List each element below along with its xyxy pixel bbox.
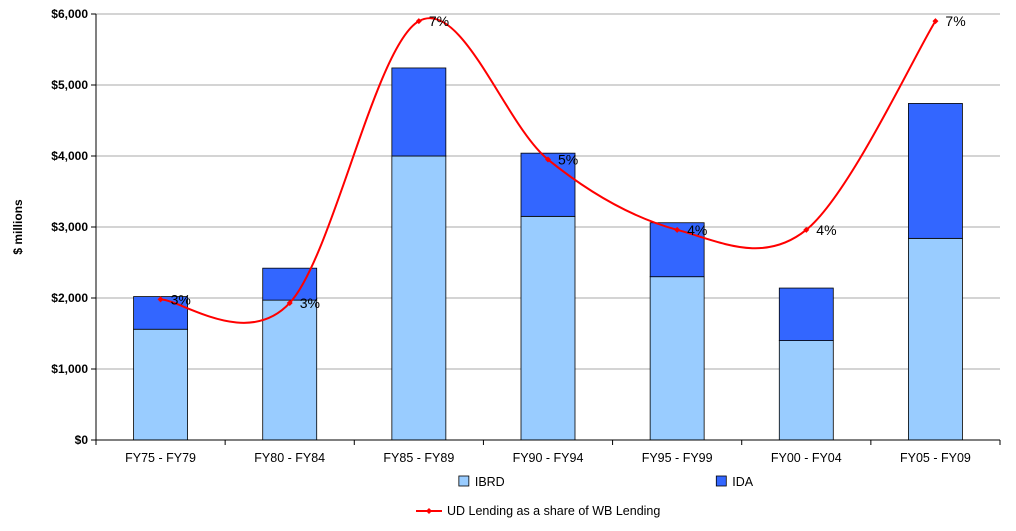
- x-tick-label: FY05 - FY09: [900, 451, 971, 465]
- legend-label-ida: IDA: [732, 475, 754, 489]
- bar-ida-5: [778, 287, 834, 341]
- share-data-label: 7%: [429, 13, 449, 29]
- share-data-label: 7%: [945, 13, 965, 29]
- share-data-label: 4%: [816, 222, 836, 238]
- bar-ibrd-5: [778, 340, 834, 441]
- x-tick-label: FY95 - FY99: [642, 451, 713, 465]
- x-tick-label: FY75 - FY79: [125, 451, 196, 465]
- y-tick-label: $3,000: [51, 220, 88, 234]
- y-tick-label: $0: [75, 433, 89, 447]
- share-line-marker: [286, 299, 293, 306]
- share-data-label: 3%: [171, 291, 191, 307]
- y-tick-label: $2,000: [51, 291, 88, 305]
- x-tick-label: FY85 - FY89: [383, 451, 454, 465]
- share-data-label: 5%: [558, 152, 578, 168]
- share-line-marker: [157, 296, 164, 303]
- legend: IBRD IDA UD Lending as a share of WB Lendi…: [416, 475, 754, 518]
- y-tick-label: $5,000: [51, 78, 88, 92]
- bar-ida-3: [520, 152, 576, 217]
- share-line-series: [157, 17, 939, 324]
- legend-line-marker: [426, 508, 432, 514]
- bar-ibrd-4: [649, 276, 705, 441]
- legend-swatch-ibrd: [458, 475, 470, 487]
- bar-ibrd-0: [133, 328, 188, 441]
- y-tick-label: $1,000: [51, 362, 88, 376]
- share-data-label: 3%: [300, 295, 320, 311]
- y-tick-label: $4,000: [51, 149, 88, 163]
- legend-label-share-line: UD Lending as a share of WB Lending: [447, 504, 660, 518]
- share-data-label: 4%: [687, 222, 707, 238]
- y-tick-label: $6,000: [51, 7, 88, 21]
- x-tick-label: FY00 - FY04: [771, 451, 842, 465]
- bar-ida-2: [391, 67, 447, 157]
- x-tick-label: FY80 - FY84: [254, 451, 325, 465]
- share-line-marker: [415, 18, 422, 25]
- legend-swatch-ida: [715, 475, 727, 487]
- data-labels: 3% 3% 7% 5% 4% 4% 7%: [171, 13, 966, 311]
- share-line-marker: [545, 156, 551, 163]
- bars: [133, 67, 963, 441]
- y-axis-label: $ millions: [11, 199, 25, 255]
- bar-ibrd-2: [391, 155, 447, 441]
- axes: $0 $1,000 $2,000 $3,000 $4,000 $5,000 $6,000 FY…: [11, 7, 1001, 465]
- bar-ida-6: [908, 103, 963, 239]
- x-tick-label: FY90 - FY94: [513, 451, 584, 465]
- bar-ibrd-6: [908, 237, 963, 441]
- bar-ibrd-3: [520, 215, 576, 441]
- share-line-marker: [803, 226, 810, 233]
- share-line-marker: [674, 226, 681, 233]
- share-line-marker: [932, 18, 939, 25]
- bar-ibrd-1: [262, 299, 318, 441]
- legend-label-ibrd: IBRD: [475, 475, 505, 489]
